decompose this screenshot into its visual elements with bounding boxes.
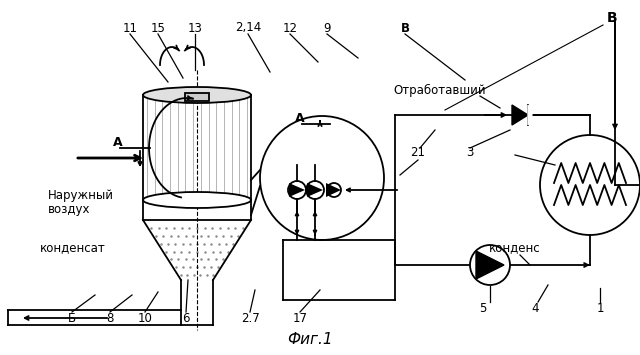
Ellipse shape bbox=[143, 87, 251, 103]
Text: В: В bbox=[401, 22, 410, 34]
Polygon shape bbox=[307, 183, 323, 197]
Polygon shape bbox=[528, 105, 532, 125]
Circle shape bbox=[540, 135, 640, 235]
Text: Фиг.1: Фиг.1 bbox=[287, 333, 333, 348]
Text: 4: 4 bbox=[531, 301, 539, 315]
Text: 21: 21 bbox=[410, 147, 426, 159]
Text: A: A bbox=[295, 111, 305, 125]
Bar bbox=[185, 93, 209, 101]
Text: 12: 12 bbox=[282, 22, 298, 34]
Polygon shape bbox=[289, 183, 305, 197]
Text: 5: 5 bbox=[479, 301, 486, 315]
Text: 2.7: 2.7 bbox=[241, 311, 259, 324]
Text: В: В bbox=[607, 11, 618, 25]
Polygon shape bbox=[512, 105, 528, 125]
Text: 1: 1 bbox=[596, 301, 604, 315]
Text: воздух: воздух bbox=[48, 203, 90, 217]
Text: 10: 10 bbox=[138, 311, 152, 324]
Polygon shape bbox=[326, 183, 341, 197]
Text: 8: 8 bbox=[106, 311, 114, 324]
Text: 15: 15 bbox=[150, 22, 165, 34]
Text: Б: Б bbox=[68, 311, 76, 324]
Text: 2,14: 2,14 bbox=[235, 22, 261, 34]
Circle shape bbox=[470, 245, 510, 285]
Text: конденс: конденс bbox=[489, 241, 541, 255]
Text: A: A bbox=[113, 136, 123, 148]
Text: 3: 3 bbox=[467, 147, 474, 159]
Text: 9: 9 bbox=[323, 22, 331, 34]
Text: Наружный: Наружный bbox=[48, 189, 114, 202]
Text: 17: 17 bbox=[292, 311, 307, 324]
Text: Отработавший: Отработавший bbox=[394, 83, 486, 97]
Circle shape bbox=[260, 116, 384, 240]
Text: конденсат: конденсат bbox=[40, 241, 106, 255]
Text: 6: 6 bbox=[182, 311, 189, 324]
Ellipse shape bbox=[143, 192, 251, 208]
Text: 13: 13 bbox=[188, 22, 202, 34]
Polygon shape bbox=[476, 251, 504, 279]
Text: 11: 11 bbox=[122, 22, 138, 34]
